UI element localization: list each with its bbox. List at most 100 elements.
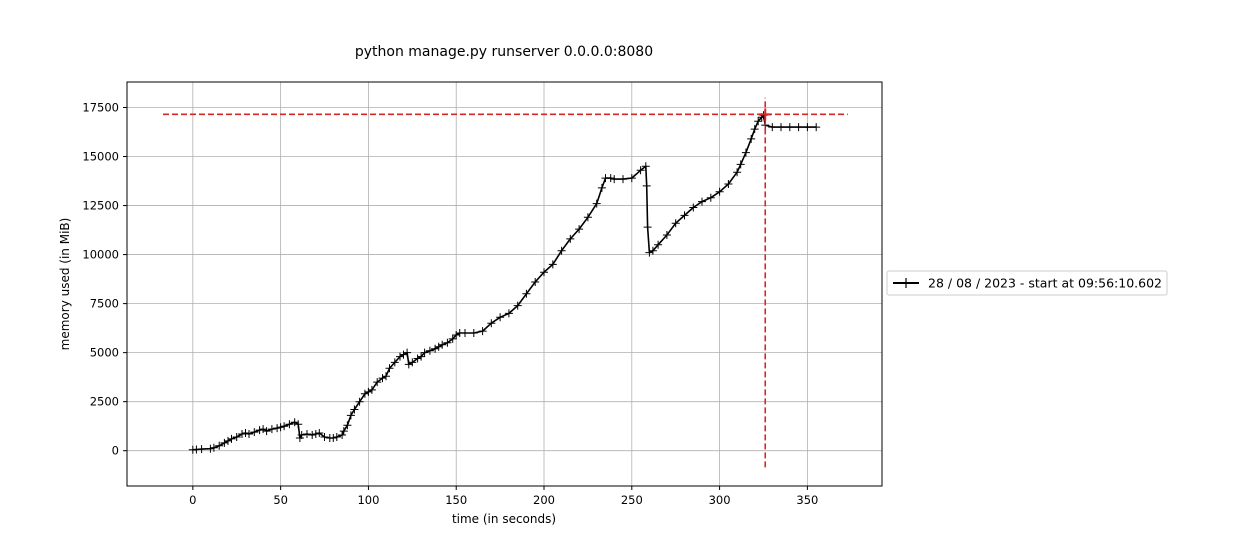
data-point	[385, 364, 394, 373]
data-point	[373, 378, 382, 387]
data-point	[404, 360, 413, 369]
x-tick-label: 200	[533, 493, 555, 507]
x-tick-label: 150	[445, 493, 467, 507]
data-point	[803, 123, 812, 132]
data-point	[308, 431, 317, 439]
legend: 28 / 08 / 2023 - start at 09:56:10.602	[886, 270, 1168, 296]
data-point	[671, 219, 680, 228]
data-point	[267, 425, 276, 434]
data-point	[431, 344, 440, 353]
data-point	[245, 430, 253, 438]
data-point	[364, 387, 373, 396]
data-point	[575, 225, 584, 234]
data-point	[273, 424, 282, 433]
data-point	[343, 421, 352, 430]
data-point	[540, 268, 548, 277]
data-point	[487, 319, 496, 328]
data-point	[754, 117, 763, 126]
data-point	[785, 123, 794, 132]
chart-title: python manage.py runserver 0.0.0.0:8080	[355, 44, 653, 60]
data-point	[583, 213, 592, 222]
data-point	[469, 329, 478, 337]
data-point	[724, 180, 733, 188]
peak-marker	[759, 108, 772, 121]
data-point	[399, 350, 408, 359]
data-point	[320, 433, 329, 441]
y-tick-label: 10000	[82, 248, 119, 262]
x-tick-label: 250	[621, 493, 643, 507]
data-point	[378, 374, 387, 383]
data-point	[396, 352, 404, 361]
legend-marker-sample	[901, 278, 911, 288]
x-tick-label: 100	[357, 493, 379, 507]
data-point	[741, 148, 750, 157]
data-point	[259, 425, 268, 434]
data-point	[627, 174, 636, 183]
data-point	[654, 240, 663, 249]
data-point	[706, 193, 715, 202]
y-tick-label: 15000	[82, 150, 119, 164]
data-point	[750, 125, 759, 134]
x-axis-label: time (in seconds)	[452, 512, 556, 526]
data-point	[206, 444, 215, 453]
series-line	[192, 114, 817, 451]
data-point	[443, 338, 452, 347]
y-axis-label: memory used (in MiB)	[58, 218, 72, 351]
data-point	[794, 123, 803, 132]
data-point	[548, 260, 557, 269]
data-point	[290, 418, 299, 427]
data-point	[496, 313, 505, 322]
data-point	[452, 331, 461, 339]
plot-frame	[126, 81, 883, 487]
y-tick-label: 17500	[82, 100, 119, 114]
data-point	[297, 431, 306, 439]
data-point	[478, 327, 487, 336]
data-point	[461, 329, 469, 337]
data-point	[329, 434, 338, 442]
x-tick-label: 350	[796, 493, 818, 507]
data-point	[390, 358, 399, 367]
data-point	[262, 427, 271, 436]
data-point	[413, 354, 422, 363]
data-point	[238, 430, 246, 438]
data-point	[285, 420, 294, 429]
y-tick-label: 7500	[90, 297, 119, 311]
data-point	[434, 342, 443, 351]
data-point	[355, 397, 364, 406]
legend-box	[886, 270, 1168, 296]
peak-markers	[162, 97, 848, 468]
axis-ticks: 0 50 100 150 200 250 300 350 0 2500 5000 7500 10000 1…	[82, 100, 818, 507]
data-point	[522, 289, 531, 298]
series-layer	[188, 111, 821, 454]
x-tick-label: 300	[709, 493, 731, 507]
data-point	[255, 426, 264, 435]
data-point	[662, 231, 671, 239]
data-point	[448, 334, 457, 343]
data-point	[227, 434, 236, 443]
data-point	[332, 433, 341, 441]
data-point	[733, 168, 742, 177]
data-point	[736, 160, 745, 169]
data-point	[417, 352, 426, 361]
data-point	[382, 372, 390, 381]
data-point	[303, 430, 311, 438]
grid	[127, 82, 882, 486]
data-point	[403, 348, 412, 357]
data-point	[294, 420, 303, 429]
data-point	[636, 166, 645, 175]
data-point	[232, 433, 241, 441]
data-point	[339, 427, 348, 436]
data-point	[606, 174, 615, 183]
y-tick-label: 0	[112, 444, 119, 458]
data-point	[531, 278, 540, 286]
data-point	[209, 443, 218, 452]
data-point	[276, 423, 285, 432]
data-point	[360, 389, 369, 398]
data-point	[224, 436, 232, 445]
data-point	[350, 405, 359, 414]
data-point	[715, 187, 724, 196]
data-point	[689, 203, 698, 212]
data-point	[315, 429, 324, 437]
data-point	[557, 246, 566, 255]
y-tick-label: 12500	[82, 199, 119, 213]
